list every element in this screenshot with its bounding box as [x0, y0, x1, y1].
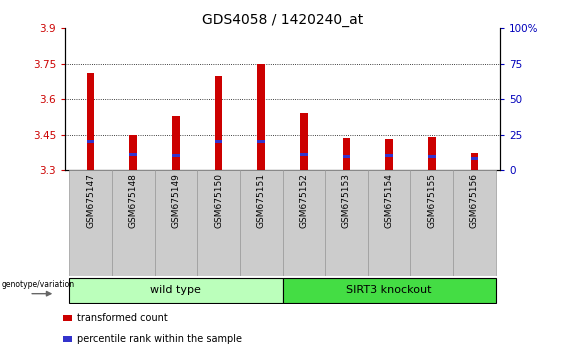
Bar — [63, 336, 72, 342]
Bar — [453, 170, 496, 276]
Bar — [342, 155, 350, 159]
Bar — [172, 116, 180, 170]
Text: GSM675153: GSM675153 — [342, 173, 351, 228]
Bar — [69, 278, 282, 303]
Bar — [410, 170, 453, 276]
Bar — [257, 64, 265, 170]
Bar — [300, 153, 308, 156]
Text: GSM675156: GSM675156 — [470, 173, 479, 228]
Text: GSM675149: GSM675149 — [171, 173, 180, 228]
Bar — [87, 73, 94, 170]
Bar — [342, 138, 350, 170]
Bar — [428, 137, 436, 170]
Text: GSM675147: GSM675147 — [86, 173, 95, 228]
Bar — [471, 153, 478, 170]
Bar — [129, 153, 137, 156]
Bar — [63, 315, 72, 321]
Bar — [257, 140, 265, 143]
Bar — [112, 170, 155, 276]
Text: GSM675150: GSM675150 — [214, 173, 223, 228]
Text: GSM675151: GSM675151 — [257, 173, 266, 228]
Bar — [471, 156, 478, 160]
Bar — [428, 155, 436, 159]
Bar — [240, 170, 282, 276]
Text: transformed count: transformed count — [77, 313, 168, 323]
Bar — [300, 113, 308, 170]
Text: SIRT3 knockout: SIRT3 knockout — [346, 285, 432, 295]
Bar — [325, 170, 368, 276]
Bar — [368, 170, 410, 276]
Bar — [215, 140, 223, 143]
Text: GSM675154: GSM675154 — [385, 173, 394, 228]
Bar — [385, 139, 393, 170]
Title: GDS4058 / 1420240_at: GDS4058 / 1420240_at — [202, 13, 363, 27]
Bar — [215, 75, 223, 170]
Bar — [155, 170, 197, 276]
Bar — [129, 135, 137, 170]
Text: GSM675155: GSM675155 — [427, 173, 436, 228]
Text: GSM675152: GSM675152 — [299, 173, 308, 228]
Bar — [87, 140, 94, 143]
Bar — [197, 170, 240, 276]
Bar — [385, 154, 393, 157]
Bar — [282, 170, 325, 276]
Bar — [282, 278, 496, 303]
Bar — [172, 154, 180, 157]
Text: wild type: wild type — [150, 285, 201, 295]
Text: genotype/variation: genotype/variation — [1, 280, 75, 289]
Bar — [69, 170, 112, 276]
Text: GSM675148: GSM675148 — [129, 173, 138, 228]
Text: percentile rank within the sample: percentile rank within the sample — [77, 334, 242, 344]
